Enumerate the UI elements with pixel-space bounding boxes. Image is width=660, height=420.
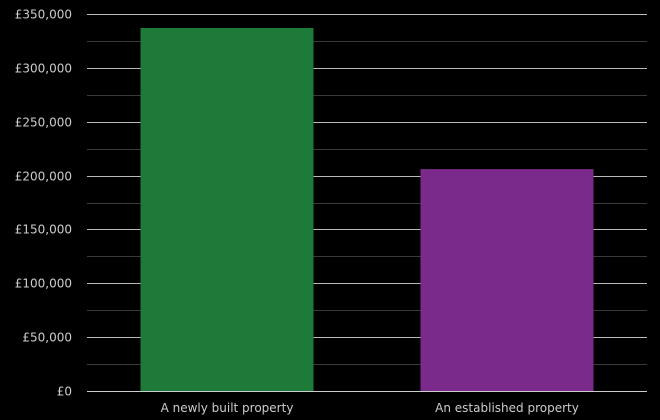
bars [140,28,594,391]
y-tick-label: £100,000 [15,277,72,291]
y-axis-ticks: £0 £50,000 £100,000 £150,000 £200,000 £250,00… [15,8,72,399]
bar-newly-built [140,28,314,391]
x-tick-label: An established property [435,401,579,415]
y-tick-label: £250,000 [15,116,72,130]
y-tick-label: £0 [57,385,72,399]
y-tick-label: £300,000 [15,62,72,76]
bar-established [420,169,594,391]
y-tick-label: £350,000 [15,8,72,22]
y-tick-label: £50,000 [22,331,72,345]
y-tick-label: £150,000 [15,223,72,237]
y-tick-label: £200,000 [15,170,72,184]
x-axis-ticks: A newly built property An established pro… [161,401,579,415]
x-tick-label: A newly built property [161,401,294,415]
